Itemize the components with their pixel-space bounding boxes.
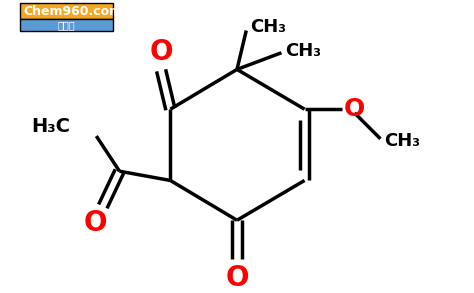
FancyBboxPatch shape	[20, 19, 113, 30]
Text: O: O	[344, 97, 365, 121]
Text: H₃C: H₃C	[31, 117, 71, 136]
Text: O: O	[225, 264, 249, 292]
Text: CH₃: CH₃	[285, 42, 321, 60]
FancyBboxPatch shape	[20, 3, 113, 19]
Text: CH₃: CH₃	[384, 132, 420, 150]
Text: O: O	[149, 38, 173, 66]
Text: 化工网: 化工网	[58, 20, 75, 30]
Text: Chem960.com: Chem960.com	[23, 5, 122, 18]
Text: O: O	[83, 209, 107, 237]
Text: CH₃: CH₃	[250, 18, 286, 36]
